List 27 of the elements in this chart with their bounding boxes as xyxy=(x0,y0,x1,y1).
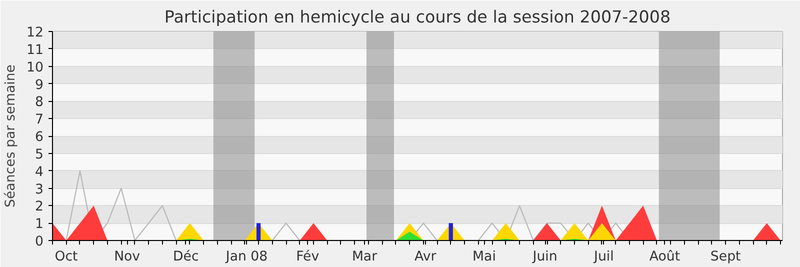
x-tick-label: Juil xyxy=(593,250,614,264)
x-tick-label: Août xyxy=(649,250,680,264)
x-tick-label: Jan 08 xyxy=(224,250,268,264)
y-tick-label: 6 xyxy=(35,130,44,145)
x-tick-label: Sept xyxy=(710,250,741,264)
y-tick-label: 0 xyxy=(35,234,44,250)
chart-title: Participation en hemicycle au cours de la session 2007-2008 xyxy=(164,8,671,26)
y-tick-label: 3 xyxy=(35,182,44,198)
y-tick-label: 8 xyxy=(35,95,44,110)
y-tick-label: 12 xyxy=(26,26,44,40)
y-tick-label: 1 xyxy=(35,217,44,232)
y-tick-label: 4 xyxy=(35,164,44,180)
x-tick-label: Fév xyxy=(296,250,320,264)
y-tick-label: 10 xyxy=(26,60,44,76)
y-tick-label: 7 xyxy=(35,112,44,128)
y-tick-label: 9 xyxy=(35,78,44,93)
x-tick-label: Oct xyxy=(54,250,78,264)
x-tick-label: Mar xyxy=(352,250,378,264)
x-tick-label: Déc xyxy=(173,250,199,264)
x-tick-label: Juin xyxy=(532,250,558,264)
x-tick-label: Nov xyxy=(114,250,140,264)
y-axis-title: Séances par semaine xyxy=(4,64,19,208)
y-tick-label: 11 xyxy=(26,42,44,58)
y-tick-label: 2 xyxy=(35,200,44,215)
y-tick-label: 5 xyxy=(35,147,44,162)
x-tick-label: Avr xyxy=(414,250,437,264)
x-tick-label: Mai xyxy=(472,250,496,264)
